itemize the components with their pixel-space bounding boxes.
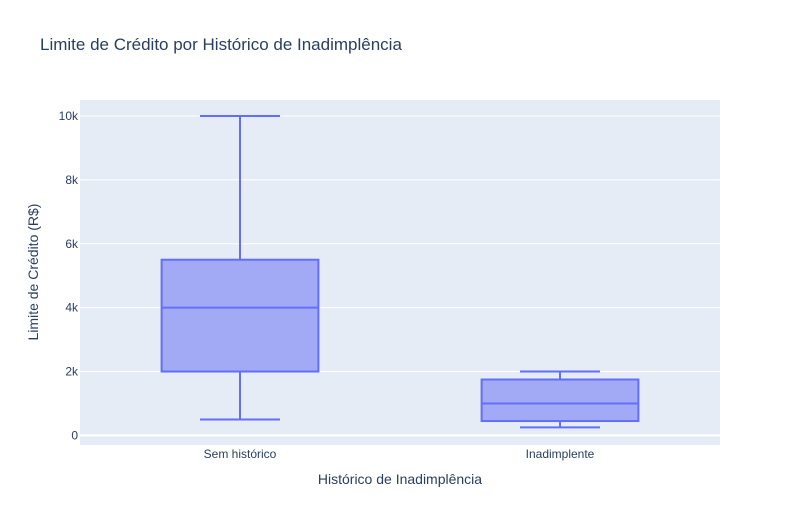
iqr-box [160,258,320,373]
y-axis-ticks: 0 2k 4k 6k 8k 10k [59,109,79,442]
y-tick-label: 6k [65,237,79,251]
y-tick-label: 2k [65,365,79,379]
x-tick-label: Inadimplente [526,447,595,461]
y-tick-label: 0 [71,428,78,442]
y-tick-label: 8k [65,173,79,187]
y-tick-label: 10k [59,109,79,123]
iqr-box [480,378,640,423]
box-2 [480,370,640,429]
y-tick-label: 4k [65,301,79,315]
x-axis-ticks: Sem histórico Inadimplente [204,447,595,461]
x-axis-title: Histórico de Inadimplência [318,471,482,487]
chart-title: Limite de Crédito por Histórico de Inadi… [40,35,402,54]
x-tick-label: Sem histórico [204,447,277,461]
box-1 [160,114,320,421]
box-series [160,114,640,429]
y-axis-title: Limite de Crédito (R$) [25,204,41,341]
